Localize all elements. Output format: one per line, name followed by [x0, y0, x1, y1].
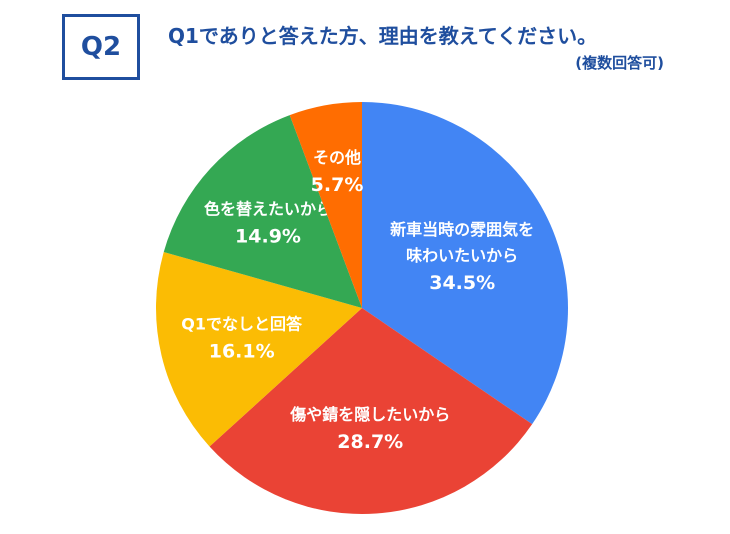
page-subtitle: (複数回答可): [575, 54, 664, 72]
pie-slice: [156, 252, 362, 447]
slice-value-label: 34.5%: [429, 272, 495, 294]
question-badge: Q2: [62, 14, 140, 80]
slice-label: 傷や錆を隠したいから: [289, 405, 450, 424]
slice-label: 色を替えたいから: [204, 200, 332, 219]
slice-value-label: 14.9%: [235, 226, 301, 248]
slice-value-label: 16.1%: [209, 340, 275, 362]
pie-slice: [289, 102, 362, 308]
slice-value-label: 28.7%: [337, 431, 403, 453]
page-title: Q1でありと答えた方、理由を教えてください。: [168, 24, 598, 48]
slice-label: Q1でなしと回答: [181, 314, 303, 333]
slice-label: その他: [313, 148, 361, 167]
pie-slice: [209, 308, 533, 514]
pie-slice: [163, 115, 362, 309]
slice-label: 新車当時の雰囲気を: [390, 220, 534, 239]
slice-label: 味わいたいから: [406, 246, 518, 265]
slice-value-label: 5.7%: [311, 174, 364, 196]
pie-slice: [362, 102, 568, 425]
